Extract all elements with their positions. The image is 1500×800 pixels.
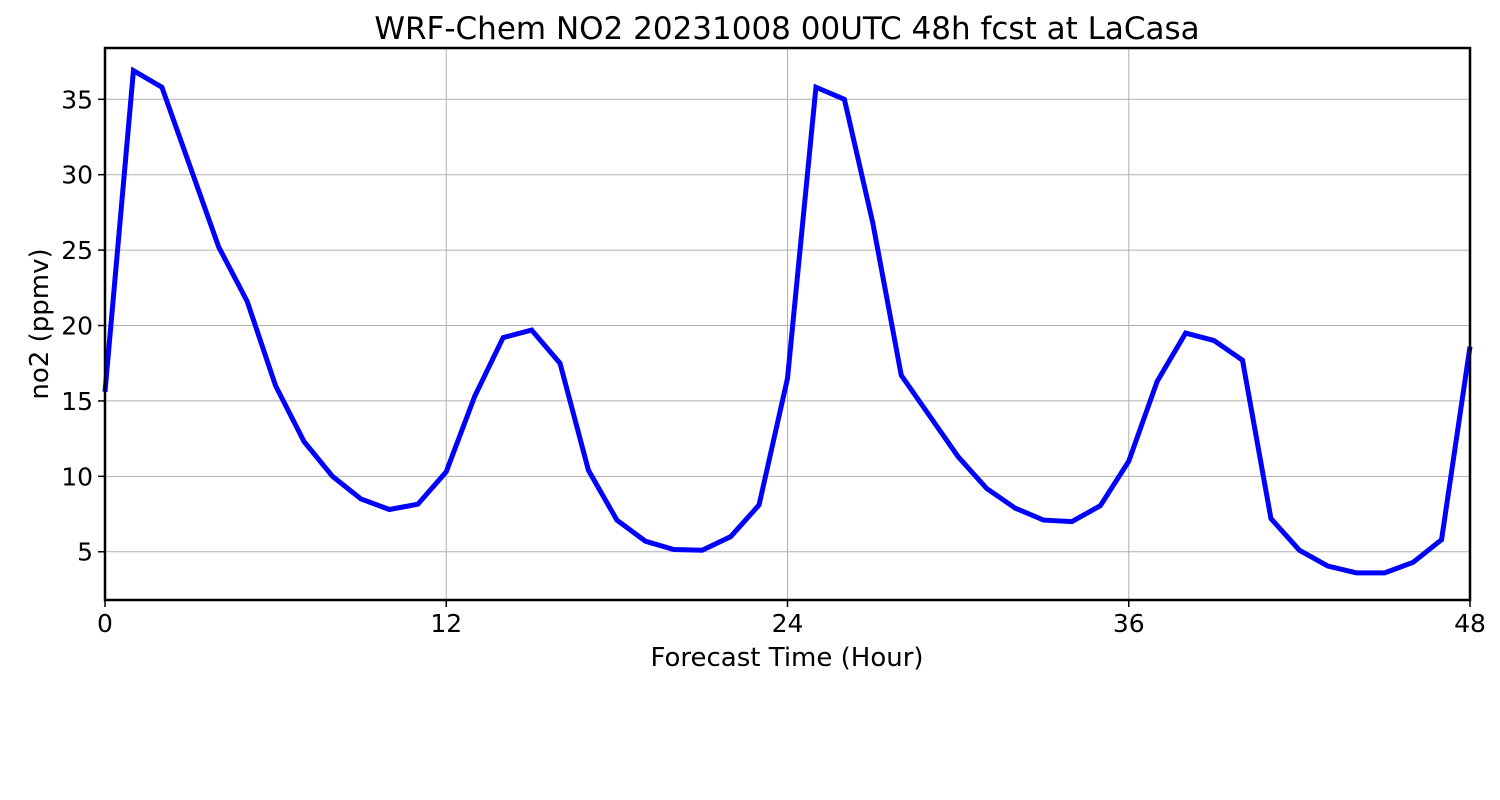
x-tick-label: 48: [1454, 609, 1486, 638]
series-layer: [102, 66, 1473, 576]
y-tick-label: 30: [61, 161, 93, 190]
x-tick-label: 24: [772, 609, 804, 638]
y-axis-label: no2 (ppmv): [25, 248, 55, 399]
y-tick-label: 25: [61, 236, 93, 265]
y-tick-label: 35: [61, 85, 93, 114]
y-tick-label: 5: [77, 538, 93, 567]
y-axis-ticks: 5 10 15 20 25 30 35: [61, 85, 105, 567]
x-axis-label: Forecast Time (Hour): [650, 643, 923, 673]
x-tick-label: 12: [430, 609, 462, 638]
x-axis-ticks: 0 12 24 36 48: [97, 600, 1486, 638]
x-tick-label: 0: [97, 609, 113, 638]
y-tick-label: 10: [61, 462, 93, 491]
x-tick-label: 36: [1113, 609, 1145, 638]
chart-title: WRF-Chem NO2 20231008 00UTC 48h fcst at …: [374, 11, 1199, 47]
no2-series-line: [102, 66, 1473, 576]
grid-lines: [104, 48, 1471, 600]
y-tick-label: 20: [61, 312, 93, 341]
y-tick-label: 15: [61, 387, 93, 416]
